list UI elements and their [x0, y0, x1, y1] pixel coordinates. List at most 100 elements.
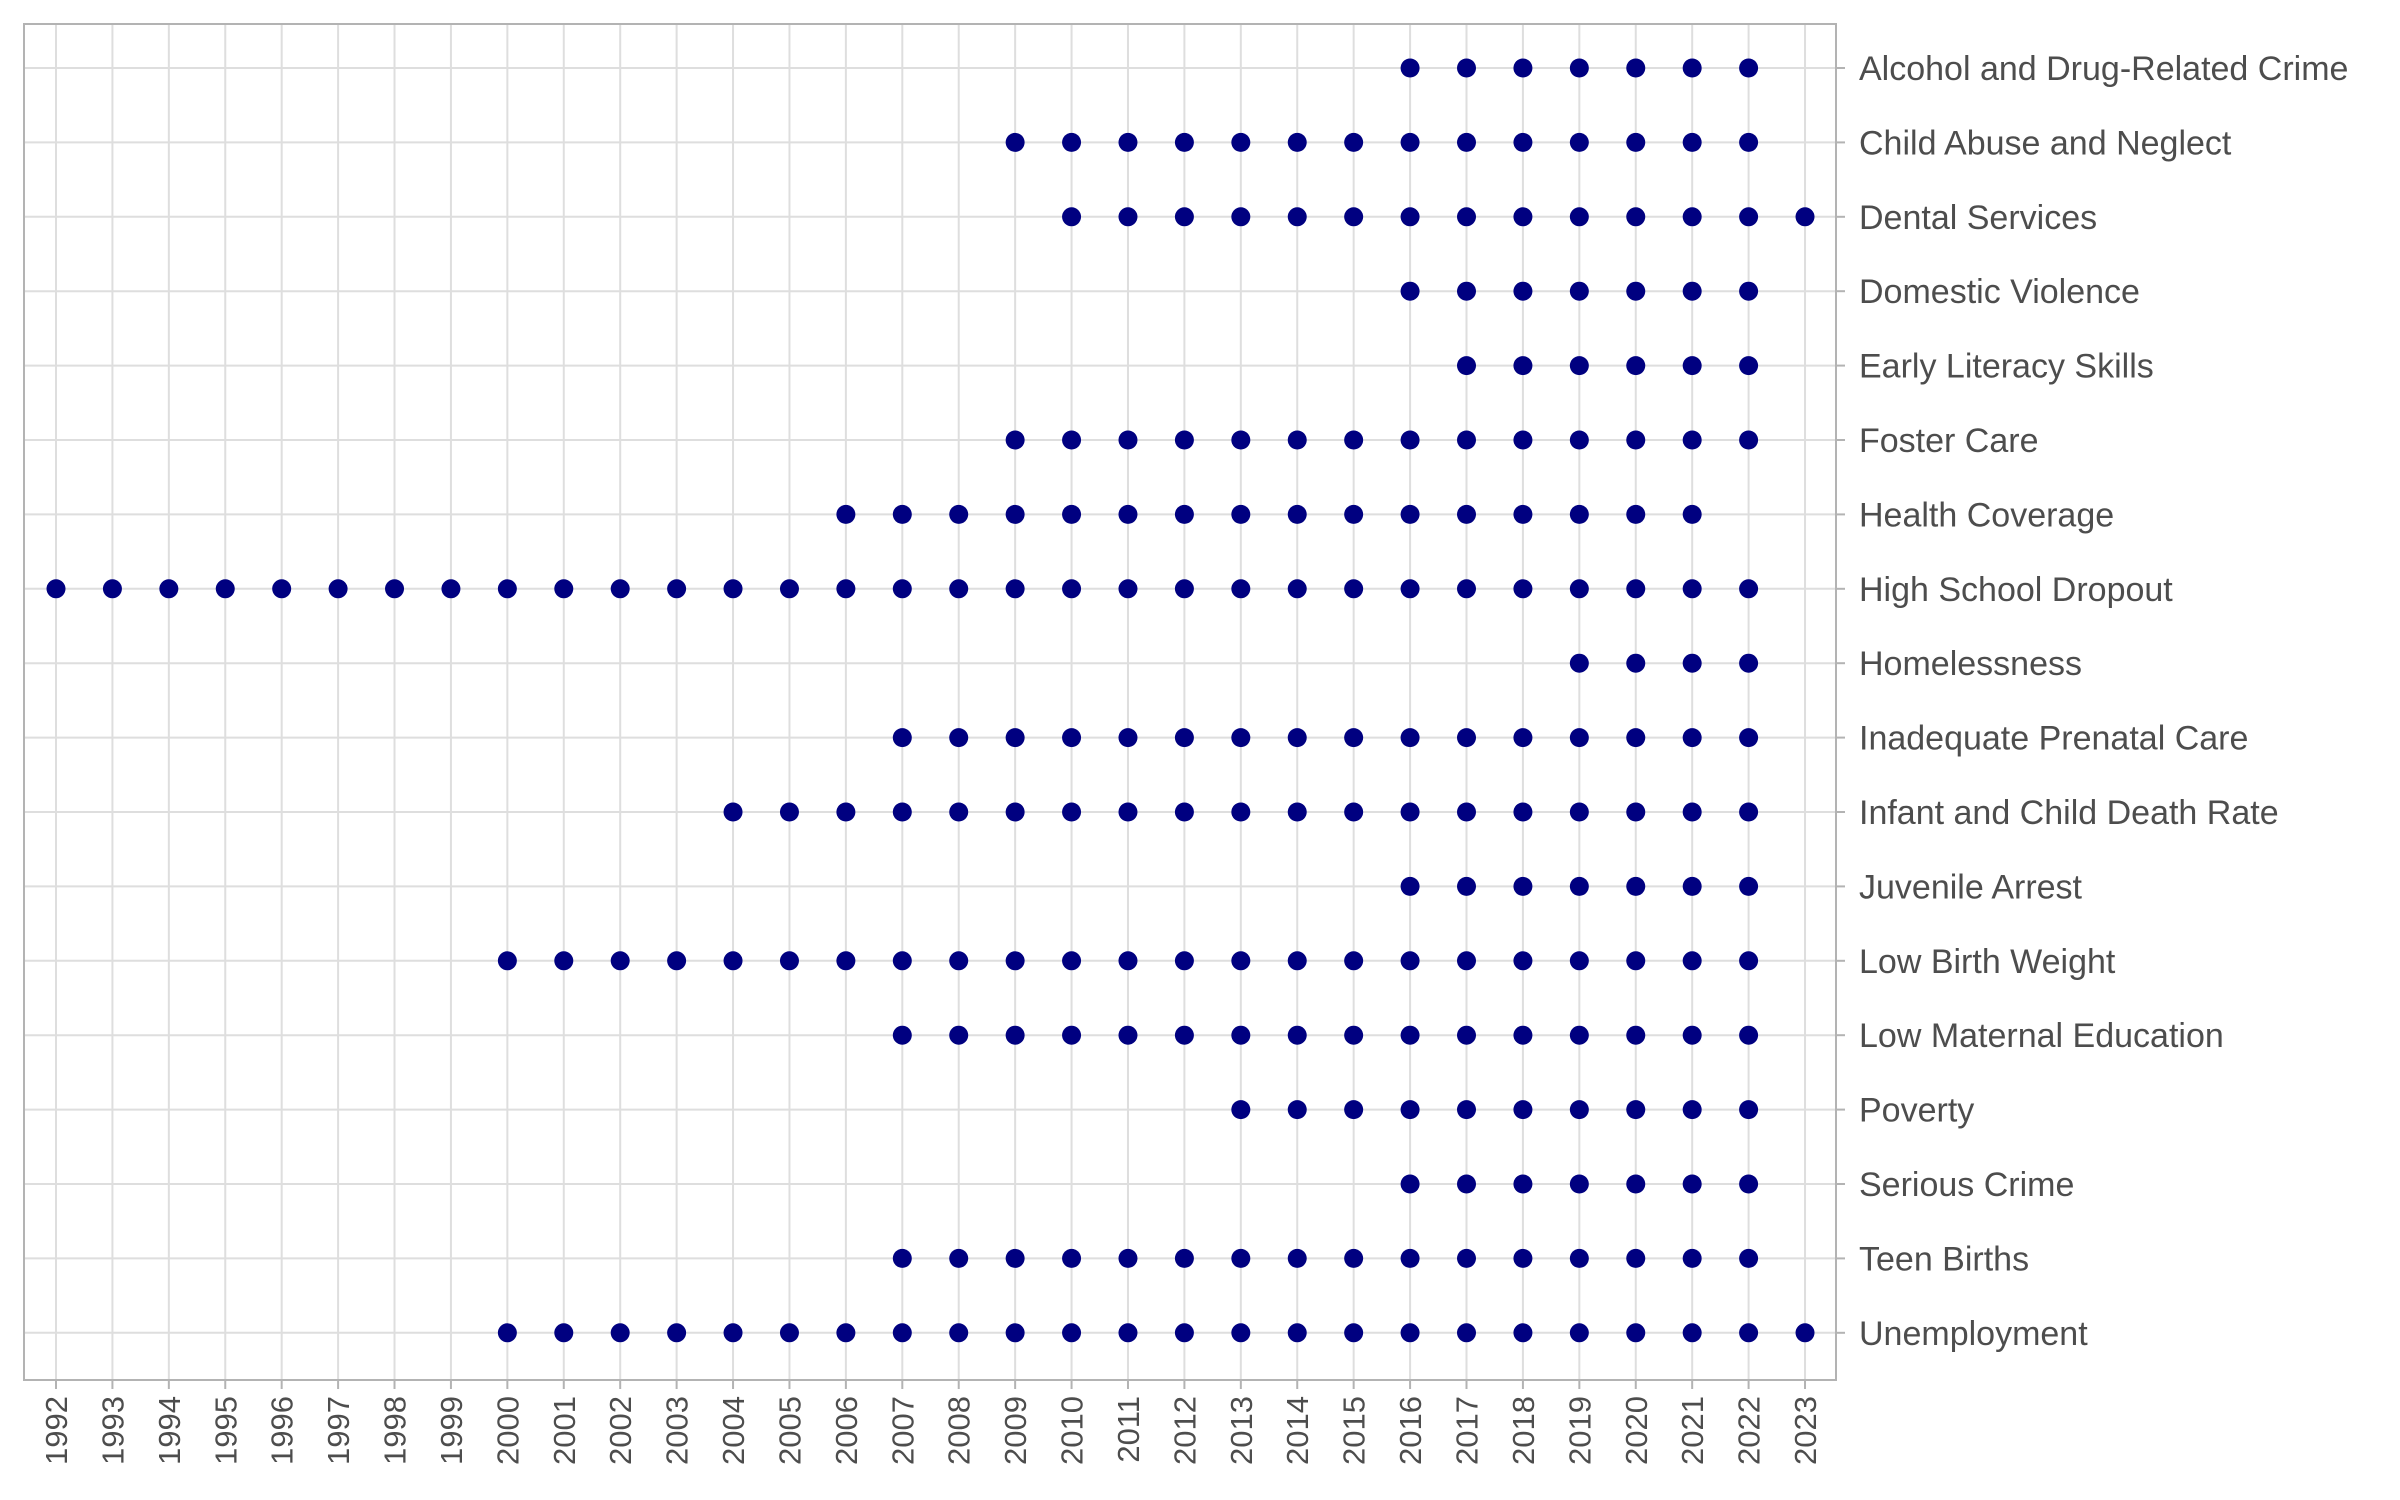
- data-point: [610, 579, 630, 599]
- data-point: [1231, 1323, 1251, 1343]
- data-point: [1569, 1248, 1589, 1268]
- x-tick-label: 2007: [885, 1396, 920, 1465]
- data-point: [1118, 951, 1138, 971]
- data-point: [1400, 1323, 1420, 1343]
- data-point: [1174, 1323, 1194, 1343]
- y-tick-label: Serious Crime: [1859, 1166, 2074, 1204]
- data-point: [723, 802, 743, 822]
- data-point: [1457, 802, 1476, 822]
- data-point: [1118, 207, 1138, 227]
- data-point: [949, 1025, 969, 1045]
- data-point: [554, 951, 574, 971]
- data-point: [1400, 281, 1420, 301]
- data-point: [1118, 504, 1138, 524]
- data-point: [1457, 1248, 1476, 1268]
- y-tick-label: Juvenile Arrest: [1859, 868, 2083, 906]
- data-point: [1287, 802, 1307, 822]
- data-point: [949, 579, 969, 599]
- data-point: [1118, 802, 1138, 822]
- data-point: [1400, 802, 1420, 822]
- data-point: [1231, 1100, 1251, 1120]
- data-point: [1513, 1248, 1533, 1268]
- x-tick-label: 1992: [39, 1396, 74, 1465]
- data-point: [1231, 132, 1251, 152]
- data-point: [1626, 504, 1646, 524]
- data-point: [1626, 132, 1646, 152]
- data-point: [1344, 1323, 1364, 1343]
- data-point: [1457, 1025, 1476, 1045]
- data-point: [1174, 579, 1194, 599]
- data-point: [1569, 1174, 1589, 1194]
- data-point: [949, 1248, 969, 1268]
- data-point: [892, 579, 912, 599]
- data-point: [723, 951, 743, 971]
- data-point: [1682, 504, 1702, 524]
- data-point: [1795, 207, 1815, 227]
- x-tick-label: 2000: [490, 1396, 525, 1465]
- grid-lines: [24, 24, 1836, 1380]
- y-tick-label: Domestic Violence: [1859, 273, 2140, 311]
- data-point: [1513, 728, 1533, 748]
- data-point: [1062, 728, 1082, 748]
- data-point: [1739, 430, 1759, 450]
- y-tick-label: Foster Care: [1859, 422, 2039, 460]
- x-tick-label: 2012: [1167, 1396, 1202, 1465]
- data-point: [1005, 951, 1025, 971]
- data-point: [1231, 1025, 1251, 1045]
- x-tick-label: 2004: [716, 1396, 751, 1465]
- data-point: [1457, 1100, 1476, 1120]
- data-point: [1231, 951, 1251, 971]
- data-point: [1344, 1248, 1364, 1268]
- data-point: [1739, 1323, 1759, 1343]
- data-point: [1626, 1025, 1646, 1045]
- data-point: [1005, 579, 1025, 599]
- y-tick-label: Teen Births: [1859, 1240, 2029, 1278]
- data-point: [1231, 728, 1251, 748]
- data-point: [159, 579, 179, 599]
- data-point: [1739, 1025, 1759, 1045]
- x-tick-label: 1993: [95, 1396, 130, 1465]
- data-point: [1005, 1025, 1025, 1045]
- data-point: [1231, 579, 1251, 599]
- data-point: [1682, 1025, 1702, 1045]
- y-tick-label: Alcohol and Drug-Related Crime: [1859, 50, 2348, 88]
- data-point: [1569, 802, 1589, 822]
- data-point: [497, 951, 517, 971]
- x-tick-label: 1995: [208, 1396, 243, 1465]
- y-axis-tick-labels: Alcohol and Drug-Related Crime Child Abus…: [1836, 50, 2348, 1353]
- x-tick-label: 2005: [772, 1396, 807, 1465]
- data-point: [1457, 1174, 1476, 1194]
- data-point: [892, 1323, 912, 1343]
- data-point: [1457, 132, 1476, 152]
- data-point: [554, 1323, 574, 1343]
- data-point: [723, 579, 743, 599]
- data-point: [1174, 802, 1194, 822]
- data-point: [1626, 951, 1646, 971]
- data-point: [1682, 207, 1702, 227]
- data-point: [1231, 430, 1251, 450]
- data-point: [1287, 1100, 1307, 1120]
- y-tick-label: Homelessness: [1859, 645, 2082, 683]
- data-point: [1062, 504, 1082, 524]
- data-point: [1739, 579, 1759, 599]
- y-tick-label: Infant and Child Death Rate: [1859, 794, 2279, 832]
- data-point: [1400, 728, 1420, 748]
- x-tick-label: 2013: [1224, 1396, 1259, 1465]
- data-point: [1457, 876, 1476, 896]
- data-point: [1118, 132, 1138, 152]
- y-tick-label: Dental Services: [1859, 199, 2097, 237]
- plot-panel-border: [23, 23, 1837, 1381]
- data-point: [1682, 1323, 1702, 1343]
- data-point: [1569, 951, 1589, 971]
- data-point: [779, 951, 799, 971]
- data-point: [1344, 504, 1364, 524]
- x-tick-label: 2023: [1788, 1396, 1823, 1465]
- data-point: [1118, 1025, 1138, 1045]
- data-point: [1118, 1323, 1138, 1343]
- data-point: [1457, 951, 1476, 971]
- data-point: [1626, 728, 1646, 748]
- data-point: [1513, 951, 1533, 971]
- data-point: [1231, 504, 1251, 524]
- data-point: [1569, 356, 1589, 376]
